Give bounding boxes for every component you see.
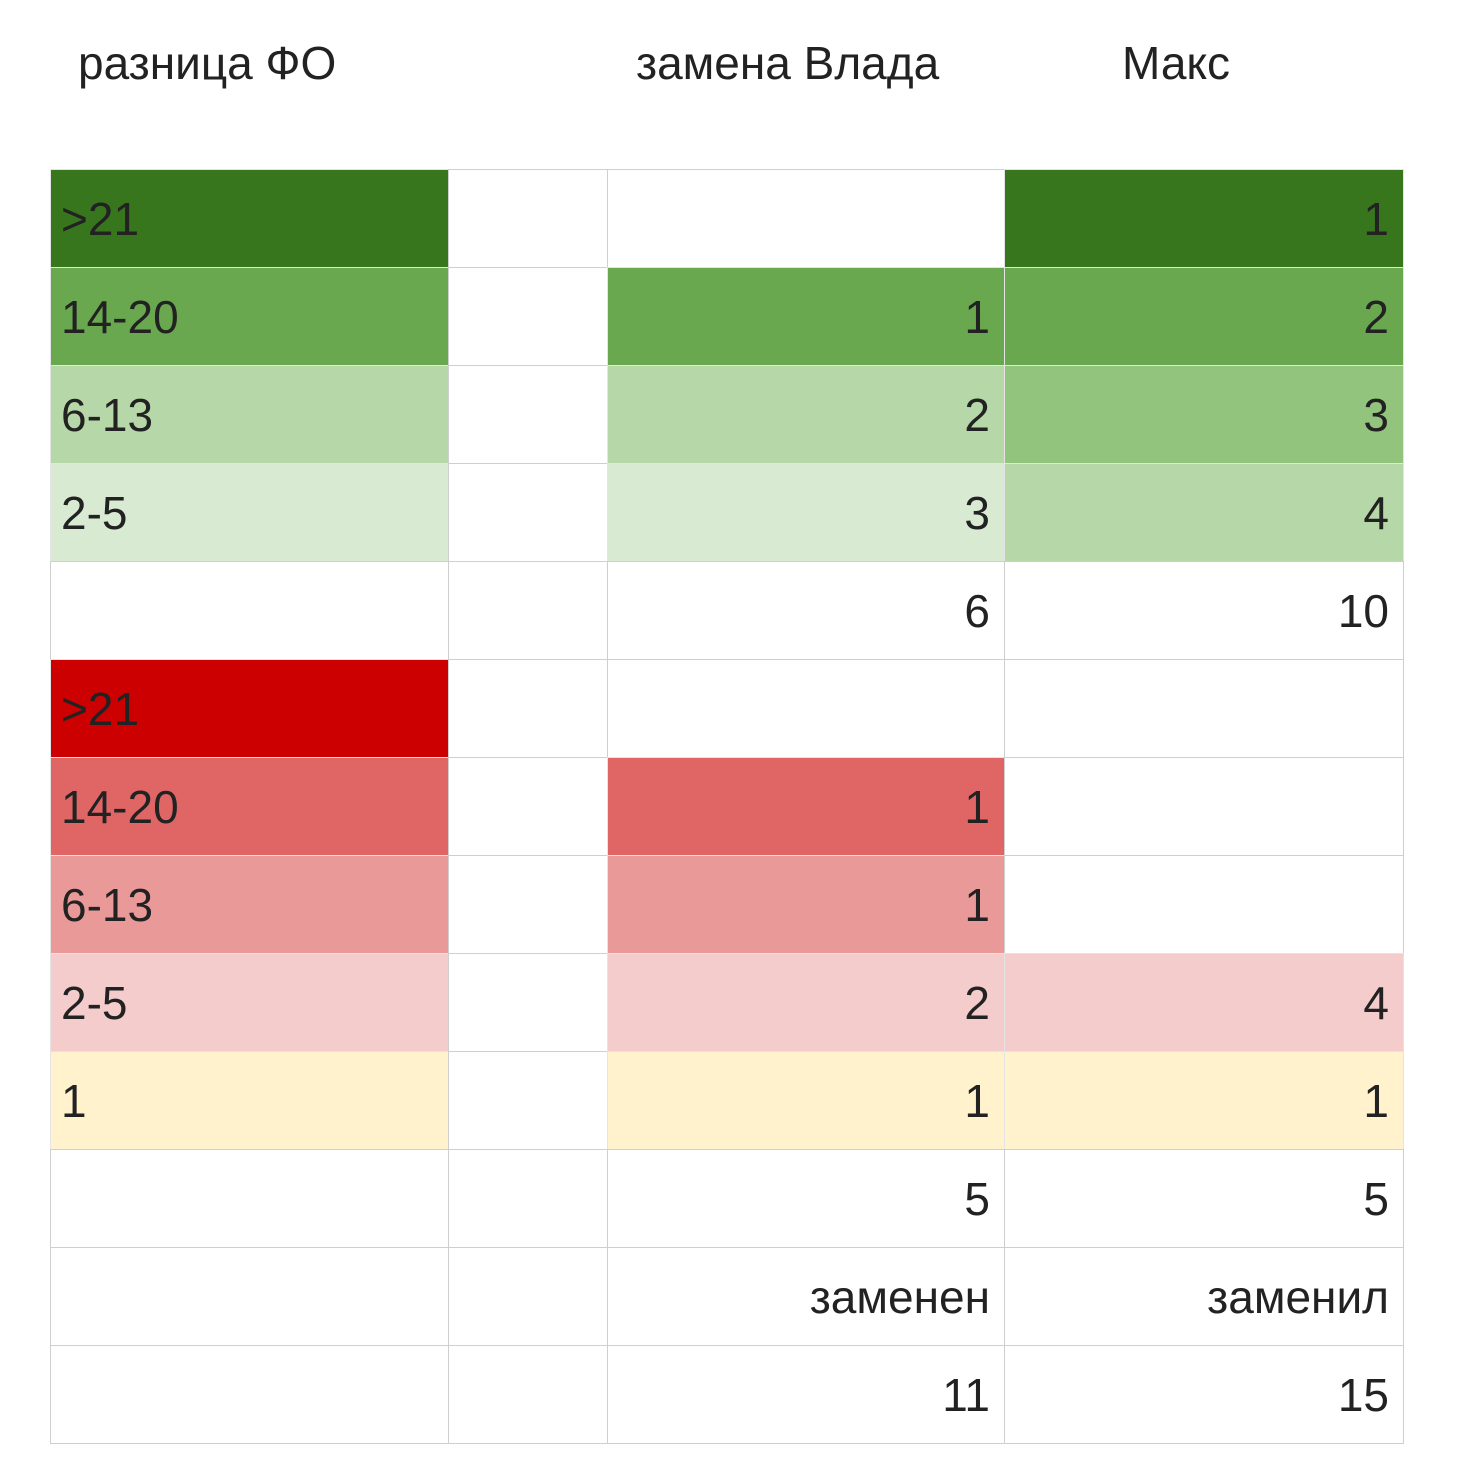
table-cell[interactable]: [448, 1247, 608, 1346]
table-cell[interactable]: [50, 1247, 449, 1346]
table-cell[interactable]: 3: [607, 463, 1005, 562]
table-cell[interactable]: 10: [1004, 561, 1404, 660]
table-cell[interactable]: 5: [607, 1149, 1005, 1248]
table-cell[interactable]: 1: [607, 267, 1005, 366]
table-cell[interactable]: [448, 267, 608, 366]
table-cell[interactable]: [1004, 757, 1404, 856]
table-cell[interactable]: заменен: [607, 1247, 1005, 1346]
table-cell[interactable]: >21: [50, 659, 449, 758]
table-cell[interactable]: [448, 1345, 608, 1444]
table-cell[interactable]: 2-5: [50, 463, 449, 562]
table-cell[interactable]: 1: [1004, 169, 1404, 268]
table-cell[interactable]: 1: [607, 855, 1005, 954]
table-cell[interactable]: [448, 659, 608, 758]
table-cell[interactable]: [607, 169, 1005, 268]
table-cell[interactable]: [448, 463, 608, 562]
table-cell[interactable]: [448, 953, 608, 1052]
table-cell[interactable]: 15: [1004, 1345, 1404, 1444]
table-cell[interactable]: [448, 561, 608, 660]
table-cell[interactable]: 5: [1004, 1149, 1404, 1248]
table-cell[interactable]: [448, 757, 608, 856]
table-cell[interactable]: 4: [1004, 953, 1404, 1052]
table-cell[interactable]: [1004, 659, 1404, 758]
table-cell[interactable]: 2: [607, 365, 1005, 464]
table-cell[interactable]: [448, 1051, 608, 1150]
table-cell[interactable]: 1: [1004, 1051, 1404, 1150]
table-cell[interactable]: заменил: [1004, 1247, 1404, 1346]
table-cell[interactable]: 6-13: [50, 365, 449, 464]
table-cell[interactable]: 6: [607, 561, 1005, 660]
table-cell[interactable]: 14-20: [50, 267, 449, 366]
table-cell[interactable]: [50, 1345, 449, 1444]
table-cell[interactable]: [50, 1149, 449, 1248]
table-cell[interactable]: [50, 561, 449, 660]
table-cell[interactable]: 1: [50, 1051, 449, 1150]
table-cell[interactable]: 2: [607, 953, 1005, 1052]
table-cell[interactable]: 11: [607, 1345, 1005, 1444]
column-header: Макс: [1122, 37, 1231, 89]
table-cell[interactable]: [1004, 855, 1404, 954]
table-cell[interactable]: 1: [607, 757, 1005, 856]
table-cell[interactable]: >21: [50, 169, 449, 268]
table-cell[interactable]: [448, 1149, 608, 1248]
table-cell[interactable]: 4: [1004, 463, 1404, 562]
table-cell[interactable]: 6-13: [50, 855, 449, 954]
column-header: замена Влада: [636, 37, 940, 89]
table-cell[interactable]: 2-5: [50, 953, 449, 1052]
table-cell[interactable]: [448, 365, 608, 464]
table-cell[interactable]: 14-20: [50, 757, 449, 856]
column-header: разница ФО: [78, 37, 337, 89]
table-cell[interactable]: [448, 855, 608, 954]
table-cell[interactable]: [607, 659, 1005, 758]
table-cell[interactable]: 2: [1004, 267, 1404, 366]
table-cell[interactable]: [448, 169, 608, 268]
table-cell[interactable]: 3: [1004, 365, 1404, 464]
table-cell[interactable]: 1: [607, 1051, 1005, 1150]
